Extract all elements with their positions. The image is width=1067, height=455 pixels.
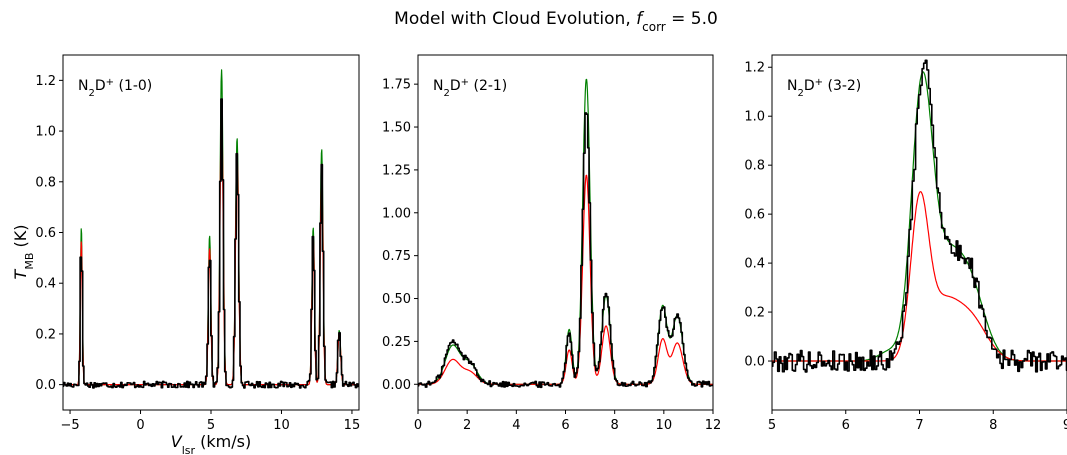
x-tick-label: 7 bbox=[915, 418, 923, 433]
y-tick-label: 1.2 bbox=[35, 74, 56, 89]
y-tick-label: 1.0 bbox=[744, 110, 765, 125]
x-tick-label: 10 bbox=[656, 418, 673, 433]
x-tick-label: 12 bbox=[705, 418, 722, 433]
panel-label: N2D+ (3-2) bbox=[787, 77, 861, 99]
x-tick-label: 15 bbox=[344, 418, 361, 433]
panel-label: N2D+ (2-1) bbox=[433, 77, 507, 99]
x-tick-label: 2 bbox=[463, 418, 471, 433]
panel-label: N2D+ (1-0) bbox=[78, 77, 152, 99]
y-tick-label: 1.2 bbox=[744, 61, 765, 76]
series-green-line bbox=[772, 71, 1067, 362]
y-tick-label: 0.2 bbox=[744, 306, 765, 321]
series-red-line bbox=[772, 191, 1067, 362]
y-tick-label: 1.25 bbox=[382, 163, 411, 178]
x-tick-label: 10 bbox=[273, 418, 290, 433]
y-tick-label: 0.75 bbox=[382, 249, 411, 264]
plot-frame bbox=[62, 54, 360, 411]
x-tick-label: 4 bbox=[512, 418, 520, 433]
x-tick-label: 6 bbox=[561, 418, 569, 433]
y-tick-label: 0.4 bbox=[35, 277, 56, 292]
x-tick-label: 8 bbox=[611, 418, 619, 433]
x-tick-label: 0 bbox=[414, 418, 422, 433]
y-tick-label: 0.25 bbox=[382, 335, 411, 350]
y-tick-label: 0.50 bbox=[382, 292, 411, 307]
y-axis-label: TMB (K) bbox=[11, 225, 36, 280]
y-tick-label: 0.8 bbox=[744, 159, 765, 174]
y-tick-label: 0.6 bbox=[35, 226, 56, 241]
panel-n2dp-1-0: −5 0 5 10 15 0.0 0.2 0.4 0.6 0.8 1.0 1.2 N2D+ (1-0) bbox=[35, 54, 361, 433]
x-tick-label: 6 bbox=[842, 418, 850, 433]
x-axis-label: Vlsr (km/s) bbox=[171, 432, 251, 455]
series-obs-line bbox=[63, 98, 359, 389]
y-tick-label: 0.0 bbox=[35, 378, 56, 393]
series-obs-line bbox=[772, 59, 1067, 373]
y-tick-label: 1.0 bbox=[35, 125, 56, 140]
x-tick-label: 9 bbox=[1063, 418, 1067, 433]
x-tick-label: 5 bbox=[768, 418, 776, 433]
y-tick-label: 0.8 bbox=[35, 175, 56, 190]
panel-n2dp-3-2: 5 6 7 8 9 0.0 0.2 0.4 0.6 0.8 1.0 1.2 N2D+ (3-2) bbox=[744, 54, 1067, 433]
y-tick-label: 0.6 bbox=[744, 208, 765, 223]
series-green-line bbox=[418, 78, 713, 385]
y-tick-label: 1.50 bbox=[382, 121, 411, 136]
series-obs-line bbox=[418, 112, 713, 389]
y-tick-label: 1.75 bbox=[382, 78, 411, 93]
figure-title: Model with Cloud Evolution, fcorr = 5.0 bbox=[394, 9, 718, 34]
y-tick-label: 0.4 bbox=[744, 257, 765, 272]
x-tick-label: 5 bbox=[207, 418, 215, 433]
y-tick-label: 0.0 bbox=[744, 355, 765, 370]
x-tick-label: −5 bbox=[60, 418, 79, 433]
y-tick-label: 0.2 bbox=[35, 327, 56, 342]
x-tick-label: 8 bbox=[989, 418, 997, 433]
y-tick-label: 1.00 bbox=[382, 206, 411, 221]
panel-n2dp-2-1: 0 2 4 6 8 10 12 0.00 0.25 0.50 0.75 1.00 1.25 1.50 1.7… bbox=[382, 54, 722, 433]
y-tick-label: 0.00 bbox=[382, 378, 411, 393]
x-tick-label: 0 bbox=[136, 418, 144, 433]
